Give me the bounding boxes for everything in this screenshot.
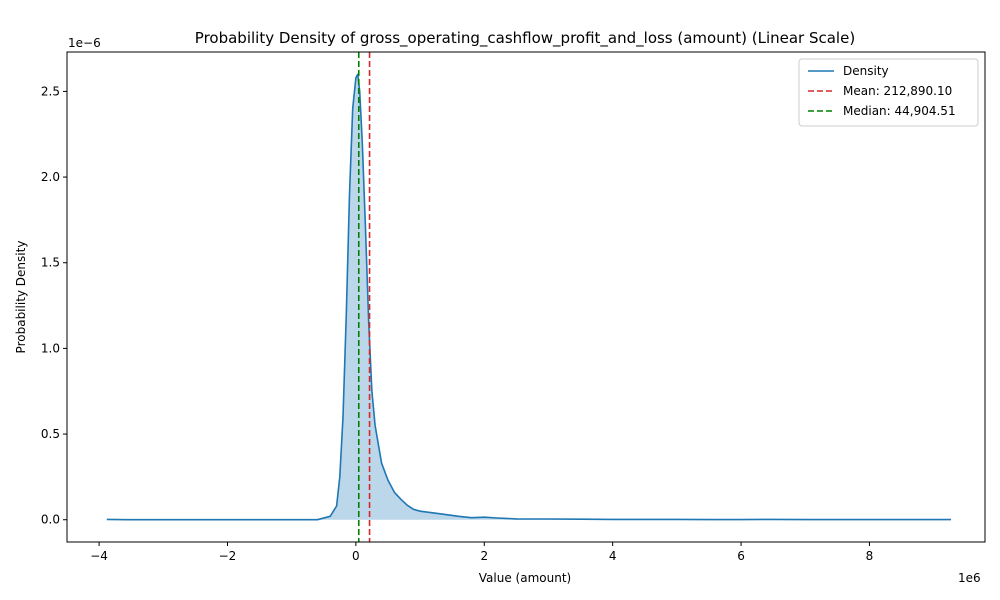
y-tick-label: 0.5 — [41, 427, 60, 441]
x-tick-label: 2 — [480, 549, 488, 563]
x-tick-label: 6 — [737, 549, 745, 563]
legend: Density Mean: 212,890.10 Median: 44,904.51 — [798, 58, 979, 127]
axes: −4 −2 0 2 4 6 8 0.0 0.5 1.0 1.5 2.0 2.5 — [41, 51, 986, 563]
x-axis-label: Value (amount) — [479, 571, 571, 585]
y-tick-label: 1.0 — [41, 341, 60, 355]
x-tick-label: −4 — [90, 549, 108, 563]
y-tick-label: 0.0 — [41, 513, 60, 527]
legend-label: Density — [843, 64, 889, 78]
y-axis-label: Probability Density — [14, 241, 28, 354]
y-tick-label: 2.0 — [41, 170, 60, 184]
chart-title: Probability Density of gross_operating_c… — [195, 29, 855, 48]
x-tick-label: 0 — [352, 549, 360, 563]
x-tick-label: −2 — [219, 549, 237, 563]
density-line — [106, 73, 951, 521]
y-scale-label: 1e−6 — [68, 36, 101, 50]
axes-frame — [66, 51, 986, 543]
density-fill-area — [106, 74, 952, 520]
y-tick-label: 1.5 — [41, 256, 60, 270]
x-tick-label: 4 — [609, 549, 617, 563]
y-tick-label: 2.5 — [41, 84, 60, 98]
x-tick-label: 8 — [866, 549, 874, 563]
plot-area — [106, 52, 952, 542]
legend-box — [798, 58, 979, 127]
legend-label: Mean: 212,890.10 — [843, 84, 952, 98]
x-scale-label: 1e6 — [958, 571, 981, 585]
legend-label: Median: 44,904.51 — [843, 104, 956, 118]
